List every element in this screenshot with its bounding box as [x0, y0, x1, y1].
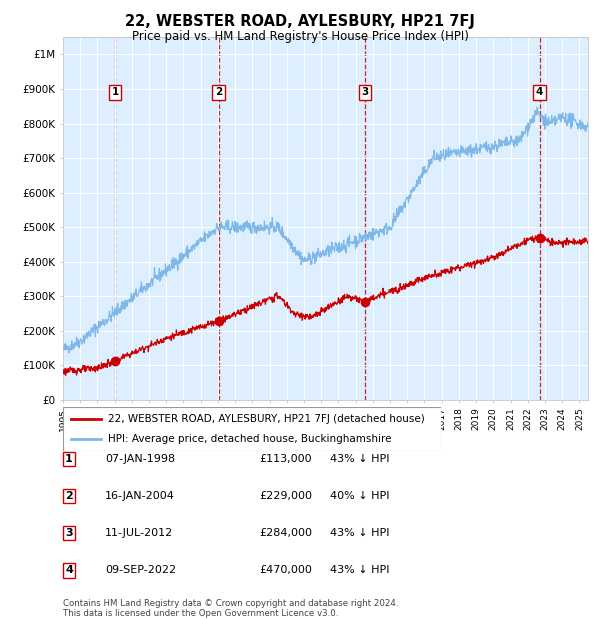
Text: 22, WEBSTER ROAD, AYLESBURY, HP21 7FJ (detached house): 22, WEBSTER ROAD, AYLESBURY, HP21 7FJ (d…	[109, 415, 425, 425]
Text: £113,000: £113,000	[259, 454, 312, 464]
Text: 3: 3	[361, 87, 368, 97]
Text: 2: 2	[65, 491, 73, 501]
Text: £470,000: £470,000	[259, 565, 312, 575]
Text: Contains HM Land Registry data © Crown copyright and database right 2024.: Contains HM Land Registry data © Crown c…	[63, 600, 398, 608]
Text: 1: 1	[65, 454, 73, 464]
Text: 4: 4	[536, 87, 544, 97]
Text: This data is licensed under the Open Government Licence v3.0.: This data is licensed under the Open Gov…	[63, 609, 338, 618]
Text: 40% ↓ HPI: 40% ↓ HPI	[330, 491, 389, 501]
Text: 09-SEP-2022: 09-SEP-2022	[105, 565, 176, 575]
Text: 11-JUL-2012: 11-JUL-2012	[105, 528, 173, 538]
Text: £284,000: £284,000	[259, 528, 312, 538]
Text: £229,000: £229,000	[259, 491, 312, 501]
Text: 1: 1	[112, 87, 119, 97]
Text: 4: 4	[65, 565, 73, 575]
Text: 43% ↓ HPI: 43% ↓ HPI	[330, 565, 389, 575]
Text: 2: 2	[215, 87, 222, 97]
Text: Price paid vs. HM Land Registry's House Price Index (HPI): Price paid vs. HM Land Registry's House …	[131, 30, 469, 43]
Text: 07-JAN-1998: 07-JAN-1998	[105, 454, 175, 464]
Text: 43% ↓ HPI: 43% ↓ HPI	[330, 454, 389, 464]
Text: 16-JAN-2004: 16-JAN-2004	[105, 491, 175, 501]
FancyBboxPatch shape	[63, 407, 441, 451]
Text: HPI: Average price, detached house, Buckinghamshire: HPI: Average price, detached house, Buck…	[109, 433, 392, 443]
Text: 3: 3	[65, 528, 73, 538]
Text: 22, WEBSTER ROAD, AYLESBURY, HP21 7FJ: 22, WEBSTER ROAD, AYLESBURY, HP21 7FJ	[125, 14, 475, 29]
Text: 43% ↓ HPI: 43% ↓ HPI	[330, 528, 389, 538]
